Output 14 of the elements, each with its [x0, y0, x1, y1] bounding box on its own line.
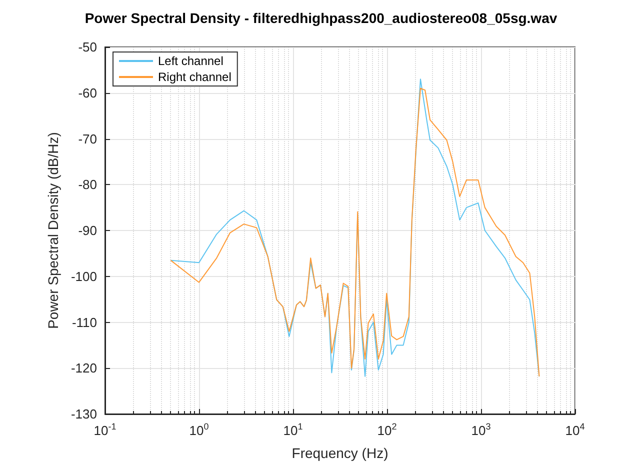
y-tick-label: -80 — [78, 177, 97, 192]
y-tick-label: -110 — [72, 314, 97, 330]
y-axis-title: Power Spectral Density (dB/Hz) — [45, 132, 62, 329]
legend-label: Right channel — [158, 70, 232, 84]
y-tick-label: -120 — [70, 360, 97, 376]
y-tick-label: -70 — [78, 131, 97, 146]
y-tick-label: -50 — [78, 40, 97, 54]
x-axis-title: Frequency (Hz) — [292, 445, 388, 461]
chart-title: Power Spectral Density - filteredhighpass200_audiostereo08_05sg.wav — [84, 10, 558, 26]
y-tick-label: -100 — [70, 268, 97, 284]
y-tick-label: -130 — [70, 406, 97, 422]
y-tick-label: -90 — [78, 223, 97, 238]
legend-label: Left channel — [158, 54, 224, 68]
y-tick-label: -60 — [78, 85, 97, 100]
